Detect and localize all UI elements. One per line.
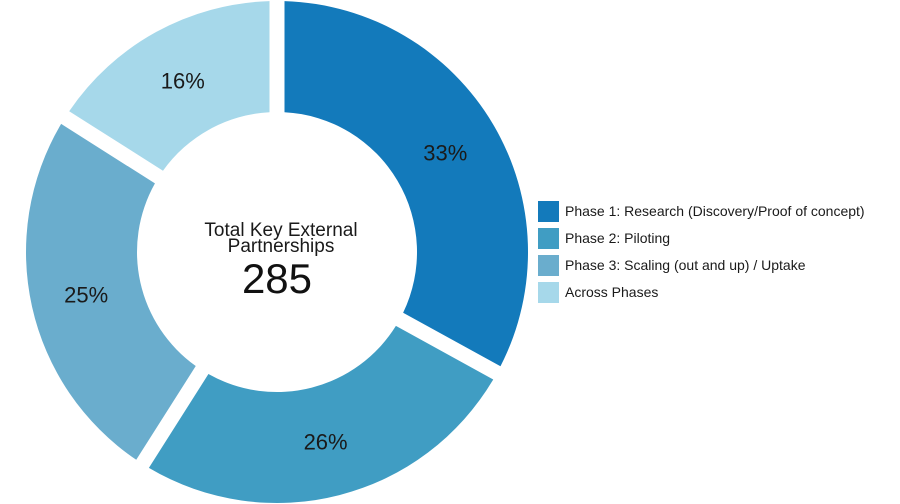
donut-slice-3: [26, 123, 196, 460]
legend-swatch-4: [538, 282, 559, 303]
legend-label-3: Phase 3: Scaling (out and up) / Uptake: [565, 257, 806, 273]
donut-center: Total Key External Partnerships 285: [204, 220, 357, 302]
legend: Phase 1: Research (Discovery/Proof of co…: [538, 201, 865, 303]
legend-swatch-3: [538, 255, 559, 276]
legend-label-1: Phase 1: Research (Discovery/Proof of co…: [565, 203, 865, 219]
legend-swatch-2: [538, 228, 559, 249]
donut-slice-1: [284, 1, 529, 367]
donut-slice-2: [148, 325, 494, 503]
center-title-line-2: Partnerships: [228, 236, 335, 257]
slice-label-3: 25%: [64, 283, 108, 308]
slice-label-4: 16%: [161, 69, 205, 94]
legend-label-2: Phase 2: Piloting: [565, 230, 670, 246]
donut-slices: [26, 1, 529, 503]
donut-slice-4: [69, 1, 270, 171]
legend-swatch-1: [538, 201, 559, 222]
center-title-line-1: Total Key External: [204, 220, 357, 241]
legend-label-4: Across Phases: [565, 284, 658, 300]
slice-label-2: 26%: [304, 429, 348, 454]
slice-label-1: 33%: [423, 141, 467, 166]
slice-labels: 33% 26% 25% 16%: [64, 69, 467, 455]
center-total-value: 285: [242, 255, 312, 302]
